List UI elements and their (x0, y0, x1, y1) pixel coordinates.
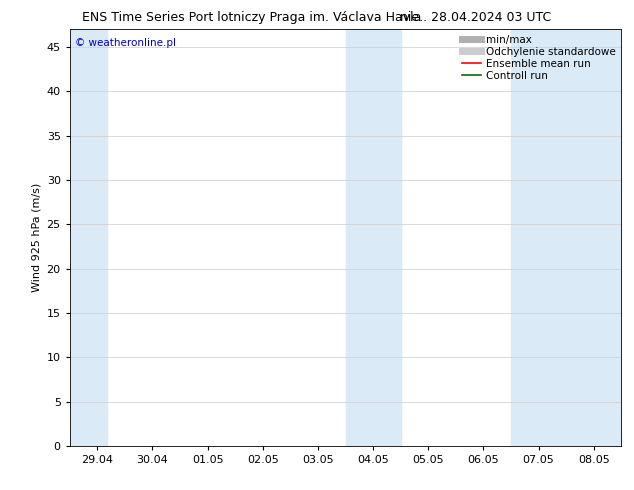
Bar (511, 29, 621, 446)
Y-axis label: Wind 925 hPa (m/s): Wind 925 hPa (m/s) (31, 183, 41, 292)
Bar (70, 29, 107, 446)
Legend: min/max, Odchylenie standardowe, Ensemble mean run, Controll run: min/max, Odchylenie standardowe, Ensembl… (460, 32, 618, 83)
Text: © weatheronline.pl: © weatheronline.pl (75, 38, 176, 48)
Bar (346, 29, 401, 446)
Text: ENS Time Series Port lotniczy Praga im. Václava Havla: ENS Time Series Port lotniczy Praga im. … (82, 11, 422, 24)
Text: nie.. 28.04.2024 03 UTC: nie.. 28.04.2024 03 UTC (400, 11, 552, 24)
